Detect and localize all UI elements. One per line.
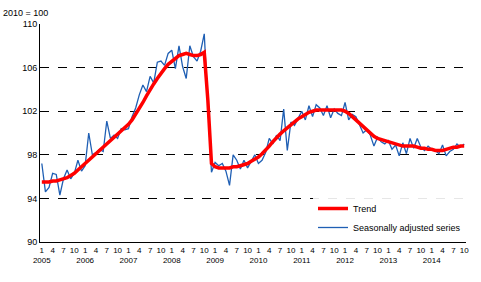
- svg-text:12014: 12014: [423, 246, 441, 265]
- svg-text:7: 7: [148, 246, 153, 255]
- svg-text:Trend: Trend: [353, 204, 376, 214]
- svg-text:10: 10: [113, 246, 122, 255]
- svg-text:10: 10: [243, 246, 252, 255]
- svg-text:7: 7: [364, 246, 369, 255]
- svg-text:98: 98: [27, 150, 37, 160]
- svg-text:12012: 12012: [336, 246, 354, 265]
- svg-text:4: 4: [354, 246, 359, 255]
- svg-text:4: 4: [267, 246, 272, 255]
- svg-text:7: 7: [105, 246, 110, 255]
- svg-text:4: 4: [180, 246, 185, 255]
- svg-text:110: 110: [23, 19, 37, 29]
- svg-text:12006: 12006: [76, 246, 94, 265]
- svg-text:4: 4: [397, 246, 402, 255]
- svg-text:10: 10: [200, 246, 209, 255]
- svg-text:10: 10: [70, 246, 79, 255]
- svg-text:12008: 12008: [163, 246, 181, 265]
- svg-text:12011: 12011: [293, 246, 311, 265]
- svg-text:7: 7: [61, 246, 66, 255]
- svg-text:12007: 12007: [120, 246, 138, 265]
- svg-text:12009: 12009: [206, 246, 224, 265]
- svg-text:90: 90: [27, 237, 37, 247]
- svg-text:7: 7: [191, 246, 196, 255]
- svg-text:12005: 12005: [33, 246, 51, 265]
- svg-text:10: 10: [330, 246, 339, 255]
- svg-text:12013: 12013: [379, 246, 397, 265]
- svg-text:12010: 12010: [250, 246, 268, 265]
- svg-text:94: 94: [27, 194, 37, 204]
- svg-text:106: 106: [22, 63, 37, 73]
- svg-text:7: 7: [451, 246, 456, 255]
- svg-text:102: 102: [22, 106, 37, 116]
- svg-text:4: 4: [137, 246, 142, 255]
- svg-text:Seasonally adjusted series: Seasonally adjusted series: [353, 223, 461, 233]
- svg-text:7: 7: [408, 246, 413, 255]
- svg-text:10: 10: [416, 246, 425, 255]
- svg-text:10: 10: [156, 246, 165, 255]
- svg-text:10: 10: [286, 246, 295, 255]
- svg-text:2010 = 100: 2010 = 100: [3, 8, 48, 18]
- svg-text:7: 7: [321, 246, 326, 255]
- svg-text:7: 7: [235, 246, 240, 255]
- svg-text:4: 4: [50, 246, 55, 255]
- svg-text:10: 10: [373, 246, 382, 255]
- svg-text:4: 4: [440, 246, 445, 255]
- svg-text:4: 4: [310, 246, 315, 255]
- svg-text:4: 4: [224, 246, 229, 255]
- svg-text:10: 10: [460, 246, 469, 255]
- svg-text:7: 7: [278, 246, 283, 255]
- svg-text:4: 4: [94, 246, 99, 255]
